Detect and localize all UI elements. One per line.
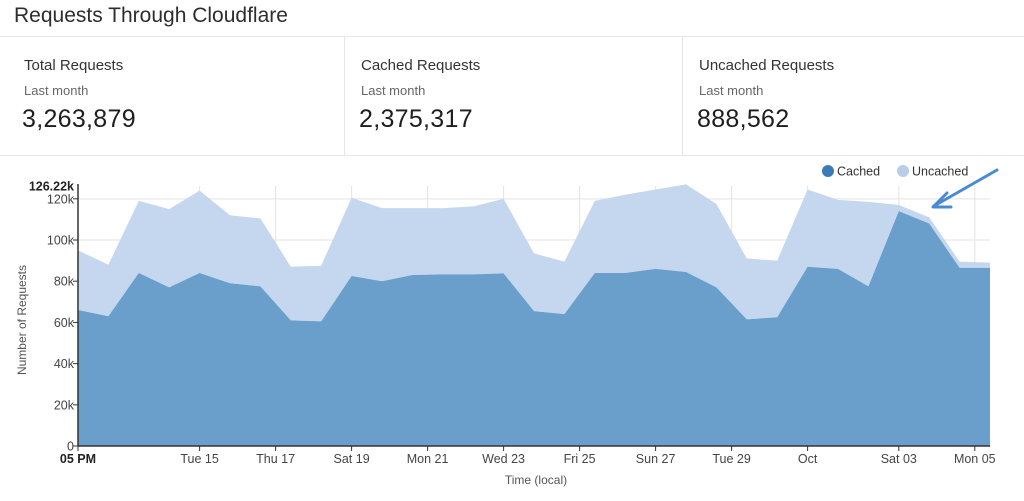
x-tick-label: Wed 23	[482, 452, 525, 466]
x-tick-label: Thu 17	[256, 452, 295, 466]
x-tick-label: Sun 27	[636, 452, 676, 466]
x-axis-title: Time (local)	[505, 473, 567, 487]
y-tick-label: 60k	[54, 316, 75, 330]
stat-cached-requests: Cached Requests Last month 2,375,317	[337, 37, 675, 155]
stat-value: 2,375,317	[359, 105, 473, 133]
cached-area	[78, 211, 990, 446]
x-tick-label: Fri 25	[564, 452, 596, 466]
x-tick-label: Sat 19	[334, 452, 370, 466]
x-tick-label: Oct	[798, 452, 818, 466]
stat-divider	[682, 37, 683, 155]
uncached-area	[78, 184, 990, 322]
x-tick-label: Mon 05	[954, 452, 996, 466]
y-tick-label: 120k	[47, 192, 75, 206]
stat-divider	[344, 37, 345, 155]
stat-period: Last month	[699, 83, 764, 98]
x-tick-label: 05 PM	[60, 452, 96, 466]
y-axis-title: Number of Requests	[15, 265, 29, 375]
stat-label: Total Requests	[24, 57, 124, 74]
stat-label: Cached Requests	[361, 57, 481, 74]
y-tick-label: 0	[67, 440, 74, 454]
x-tick-label: Tue 15	[180, 452, 219, 466]
x-tick-label: Sat 03	[881, 452, 917, 466]
legend-label-uncached[interactable]: Uncached	[912, 165, 968, 179]
stats-row: Total Requests Last month 3,263,879 Cach…	[0, 37, 1024, 155]
stats-divider	[0, 155, 1024, 156]
y-tick-label: 20k	[54, 398, 75, 412]
y-axis-max-label: 126.22k	[29, 180, 74, 194]
x-tick-label: Tue 29	[712, 452, 751, 466]
legend-swatch-cached[interactable]	[822, 165, 834, 177]
stat-value: 3,263,879	[22, 105, 136, 133]
legend-swatch-uncached[interactable]	[897, 165, 909, 177]
stat-total-requests: Total Requests Last month 3,263,879	[0, 37, 344, 155]
stat-value: 888,562	[697, 105, 790, 133]
header-divider	[0, 36, 1024, 37]
annotation-arrow	[931, 168, 999, 209]
stat-label: Uncached Requests	[699, 57, 835, 74]
x-tick-label: Mon 21	[407, 452, 449, 466]
y-tick-label: 40k	[54, 357, 75, 371]
x-axis-ticks: 05 PM Tue 15 Thu 17 Sat 19 Mon 21 Wed 23 Fri 2…	[60, 446, 996, 466]
legend-label-cached[interactable]: Cached	[837, 165, 880, 179]
y-tick-label: 100k	[47, 234, 75, 248]
stat-period: Last month	[24, 83, 89, 98]
y-tick-label: 80k	[54, 275, 75, 289]
y-axis-ticks: 0 20k 40k 60k 80k 100k 120k	[47, 192, 78, 454]
chart-legend: Cached Uncached	[822, 165, 968, 179]
stat-uncached-requests: Uncached Requests Last month 888,562	[675, 37, 1024, 155]
stat-period: Last month	[361, 83, 426, 98]
page-title: Requests Through Cloudflare	[14, 4, 288, 27]
